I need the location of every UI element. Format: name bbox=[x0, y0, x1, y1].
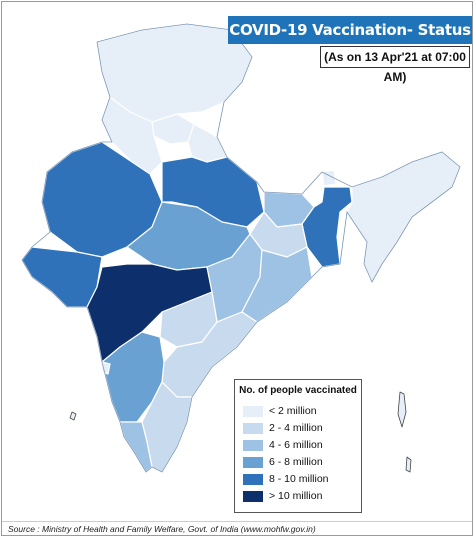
region-uttar-pradesh bbox=[161, 156, 265, 228]
legend-swatch bbox=[243, 491, 263, 502]
legend-item-under-2m: < 2 million bbox=[243, 405, 355, 420]
legend-label: 8 - 10 million bbox=[269, 473, 329, 485]
region-west-bengal bbox=[301, 186, 353, 268]
region-lakshadweep bbox=[69, 411, 77, 421]
legend-label: > 10 million bbox=[269, 490, 323, 502]
map-title: COVID-19 Vaccination- Status bbox=[228, 16, 472, 44]
region-uttarakhand bbox=[187, 123, 228, 163]
region-gujarat bbox=[21, 246, 103, 308]
legend-item-4-6m: 4 - 6 million bbox=[243, 439, 355, 454]
region-andaman-islands bbox=[397, 391, 407, 428]
legend-swatch bbox=[243, 457, 263, 468]
legend-label: < 2 million bbox=[269, 405, 317, 417]
legend-label: 2 - 4 million bbox=[269, 422, 323, 434]
legend-label: 4 - 6 million bbox=[269, 439, 323, 451]
legend-item-6-8m: 6 - 8 million bbox=[243, 456, 355, 471]
legend-swatch bbox=[243, 474, 263, 485]
india-choropleth-map bbox=[21, 23, 461, 473]
legend-item-2-4m: 2 - 4 million bbox=[243, 422, 355, 437]
legend-swatch bbox=[243, 406, 263, 417]
source-note: Source : Ministry of Health and Family W… bbox=[2, 521, 472, 535]
region-nicobar-islands bbox=[405, 456, 412, 473]
map-subtitle: (As on 13 Apr'21 at 07:00 AM) bbox=[320, 46, 470, 84]
india-outline bbox=[21, 23, 461, 473]
legend-title: No. of people vaccinated bbox=[239, 385, 357, 396]
legend-label: 6 - 8 million bbox=[269, 456, 323, 468]
legend: No. of people vaccinated < 2 million 2 -… bbox=[234, 379, 362, 513]
legend-item-8-10m: 8 - 10 million bbox=[243, 473, 355, 488]
legend-item-over-10m: > 10 million bbox=[243, 490, 355, 505]
legend-swatch bbox=[243, 440, 263, 451]
legend-swatch bbox=[243, 423, 263, 434]
